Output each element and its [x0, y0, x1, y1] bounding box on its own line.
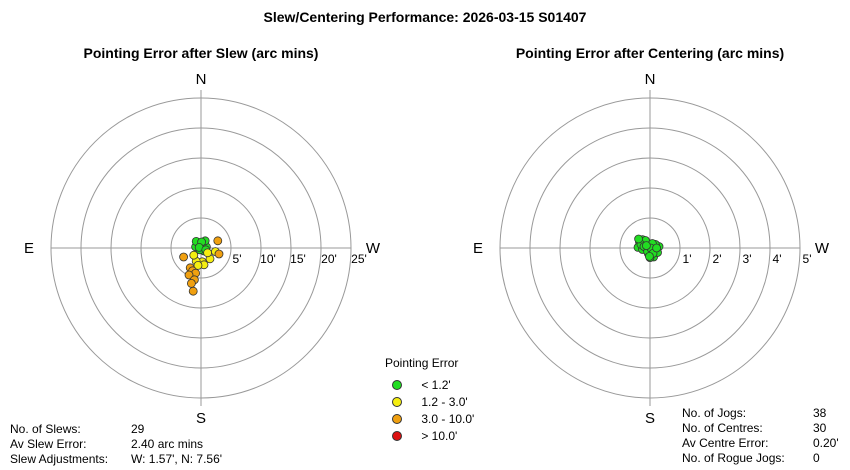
- stat-row: No. of Centres: 30: [682, 421, 839, 436]
- legend-swatch-orange: [392, 414, 402, 424]
- slew-stats: No. of Slews: 29 Av Slew Error: 2.40 arc m…: [10, 422, 222, 467]
- direction-label-west: W: [366, 240, 381, 257]
- centering-polar-chart: 1' 2' 3' 4' 5' N S E W: [473, 71, 830, 427]
- stat-value: W: 1.57', N: 7.56': [131, 452, 223, 466]
- legend-swatch-red: [392, 431, 402, 441]
- data-point: [179, 252, 189, 262]
- stat-row: No. of Slews: 29: [10, 422, 222, 437]
- legend-title: Pointing Error: [385, 356, 459, 370]
- stat-label: No. of Jogs:: [682, 406, 747, 420]
- legend: Pointing Error < 1.2' 1.2 - 3.0' 3.0 - 1…: [385, 356, 474, 445]
- data-point: [188, 286, 198, 296]
- direction-label-north: N: [196, 71, 207, 88]
- data-point: [193, 260, 203, 270]
- stat-row: Av Slew Error: 2.40 arc mins: [10, 437, 222, 452]
- stat-label: Slew Adjustments:: [10, 452, 109, 466]
- stat-value: 30: [813, 421, 827, 435]
- data-point: [642, 241, 651, 251]
- legend-item: > 10.0': [385, 428, 474, 445]
- stat-label: No. of Rogue Jogs:: [682, 451, 785, 465]
- slew-polar-chart: 5' 10' 15' 20' 25' N S E W: [24, 71, 381, 427]
- direction-label-south: S: [645, 410, 655, 427]
- data-point: [184, 270, 194, 280]
- data-point: [213, 236, 223, 246]
- stat-value: 0.20': [813, 436, 839, 450]
- data-point: [203, 248, 213, 258]
- direction-label-north: N: [645, 71, 656, 88]
- data-point: [189, 250, 199, 260]
- legend-swatch-yellow: [392, 397, 402, 407]
- ring-label: 5': [233, 252, 242, 266]
- legend-label: > 10.0': [421, 429, 458, 443]
- ring-label: 5': [803, 252, 812, 266]
- stat-value: 0: [813, 451, 820, 465]
- legend-item: 3.0 - 10.0': [385, 411, 474, 428]
- ring-label: 10': [260, 252, 276, 266]
- ring-label: 20': [321, 252, 337, 266]
- stat-row: Slew Adjustments: W: 1.57', N: 7.56': [10, 452, 222, 467]
- ring-label: 15': [290, 252, 306, 266]
- ring-label: 4': [773, 252, 782, 266]
- centering-plot-title: Pointing Error after Centering (arc mins…: [515, 45, 785, 61]
- legend-label: 3.0 - 10.0': [421, 412, 475, 426]
- direction-label-east: E: [24, 240, 34, 257]
- stat-row: No. of Jogs: 38: [682, 406, 839, 421]
- data-point: [214, 249, 224, 259]
- stat-label: No. of Centres:: [682, 421, 763, 435]
- legend-item: 1.2 - 3.0': [385, 394, 474, 411]
- stat-value: 2.40 arc mins: [131, 437, 204, 451]
- stat-label: Av Centre Error:: [682, 436, 769, 450]
- ring-label: 2': [713, 252, 722, 266]
- stat-value: 38: [813, 406, 827, 420]
- stat-label: No. of Slews:: [10, 422, 81, 436]
- ring-label: 3': [743, 252, 752, 266]
- data-point: [652, 243, 661, 253]
- ring-label: 1': [683, 252, 692, 266]
- legend-item: < 1.2': [385, 377, 474, 394]
- data-point: [186, 278, 196, 288]
- direction-label-south: S: [196, 410, 206, 427]
- legend-label: < 1.2': [421, 378, 451, 392]
- stat-row: Av Centre Error: 0.20': [682, 436, 839, 451]
- direction-label-east: E: [473, 240, 483, 257]
- data-point: [634, 234, 643, 244]
- stat-row: No. of Rogue Jogs: 0: [682, 451, 839, 466]
- centering-stats: No. of Jogs: 38 No. of Centres: 30 Av Cent…: [682, 406, 839, 466]
- ring-label: 25': [351, 252, 367, 266]
- data-point: [645, 251, 654, 261]
- direction-label-west: W: [815, 240, 830, 257]
- page-title: Slew/Centering Performance: 2026-03-15 S…: [263, 9, 587, 25]
- stat-value: 29: [131, 422, 145, 436]
- stat-label: Av Slew Error:: [10, 437, 87, 451]
- legend-label: 1.2 - 3.0': [421, 395, 468, 409]
- slew-plot-title: Pointing Error after Slew (arc mins): [83, 45, 319, 61]
- legend-swatch-green: [392, 380, 402, 390]
